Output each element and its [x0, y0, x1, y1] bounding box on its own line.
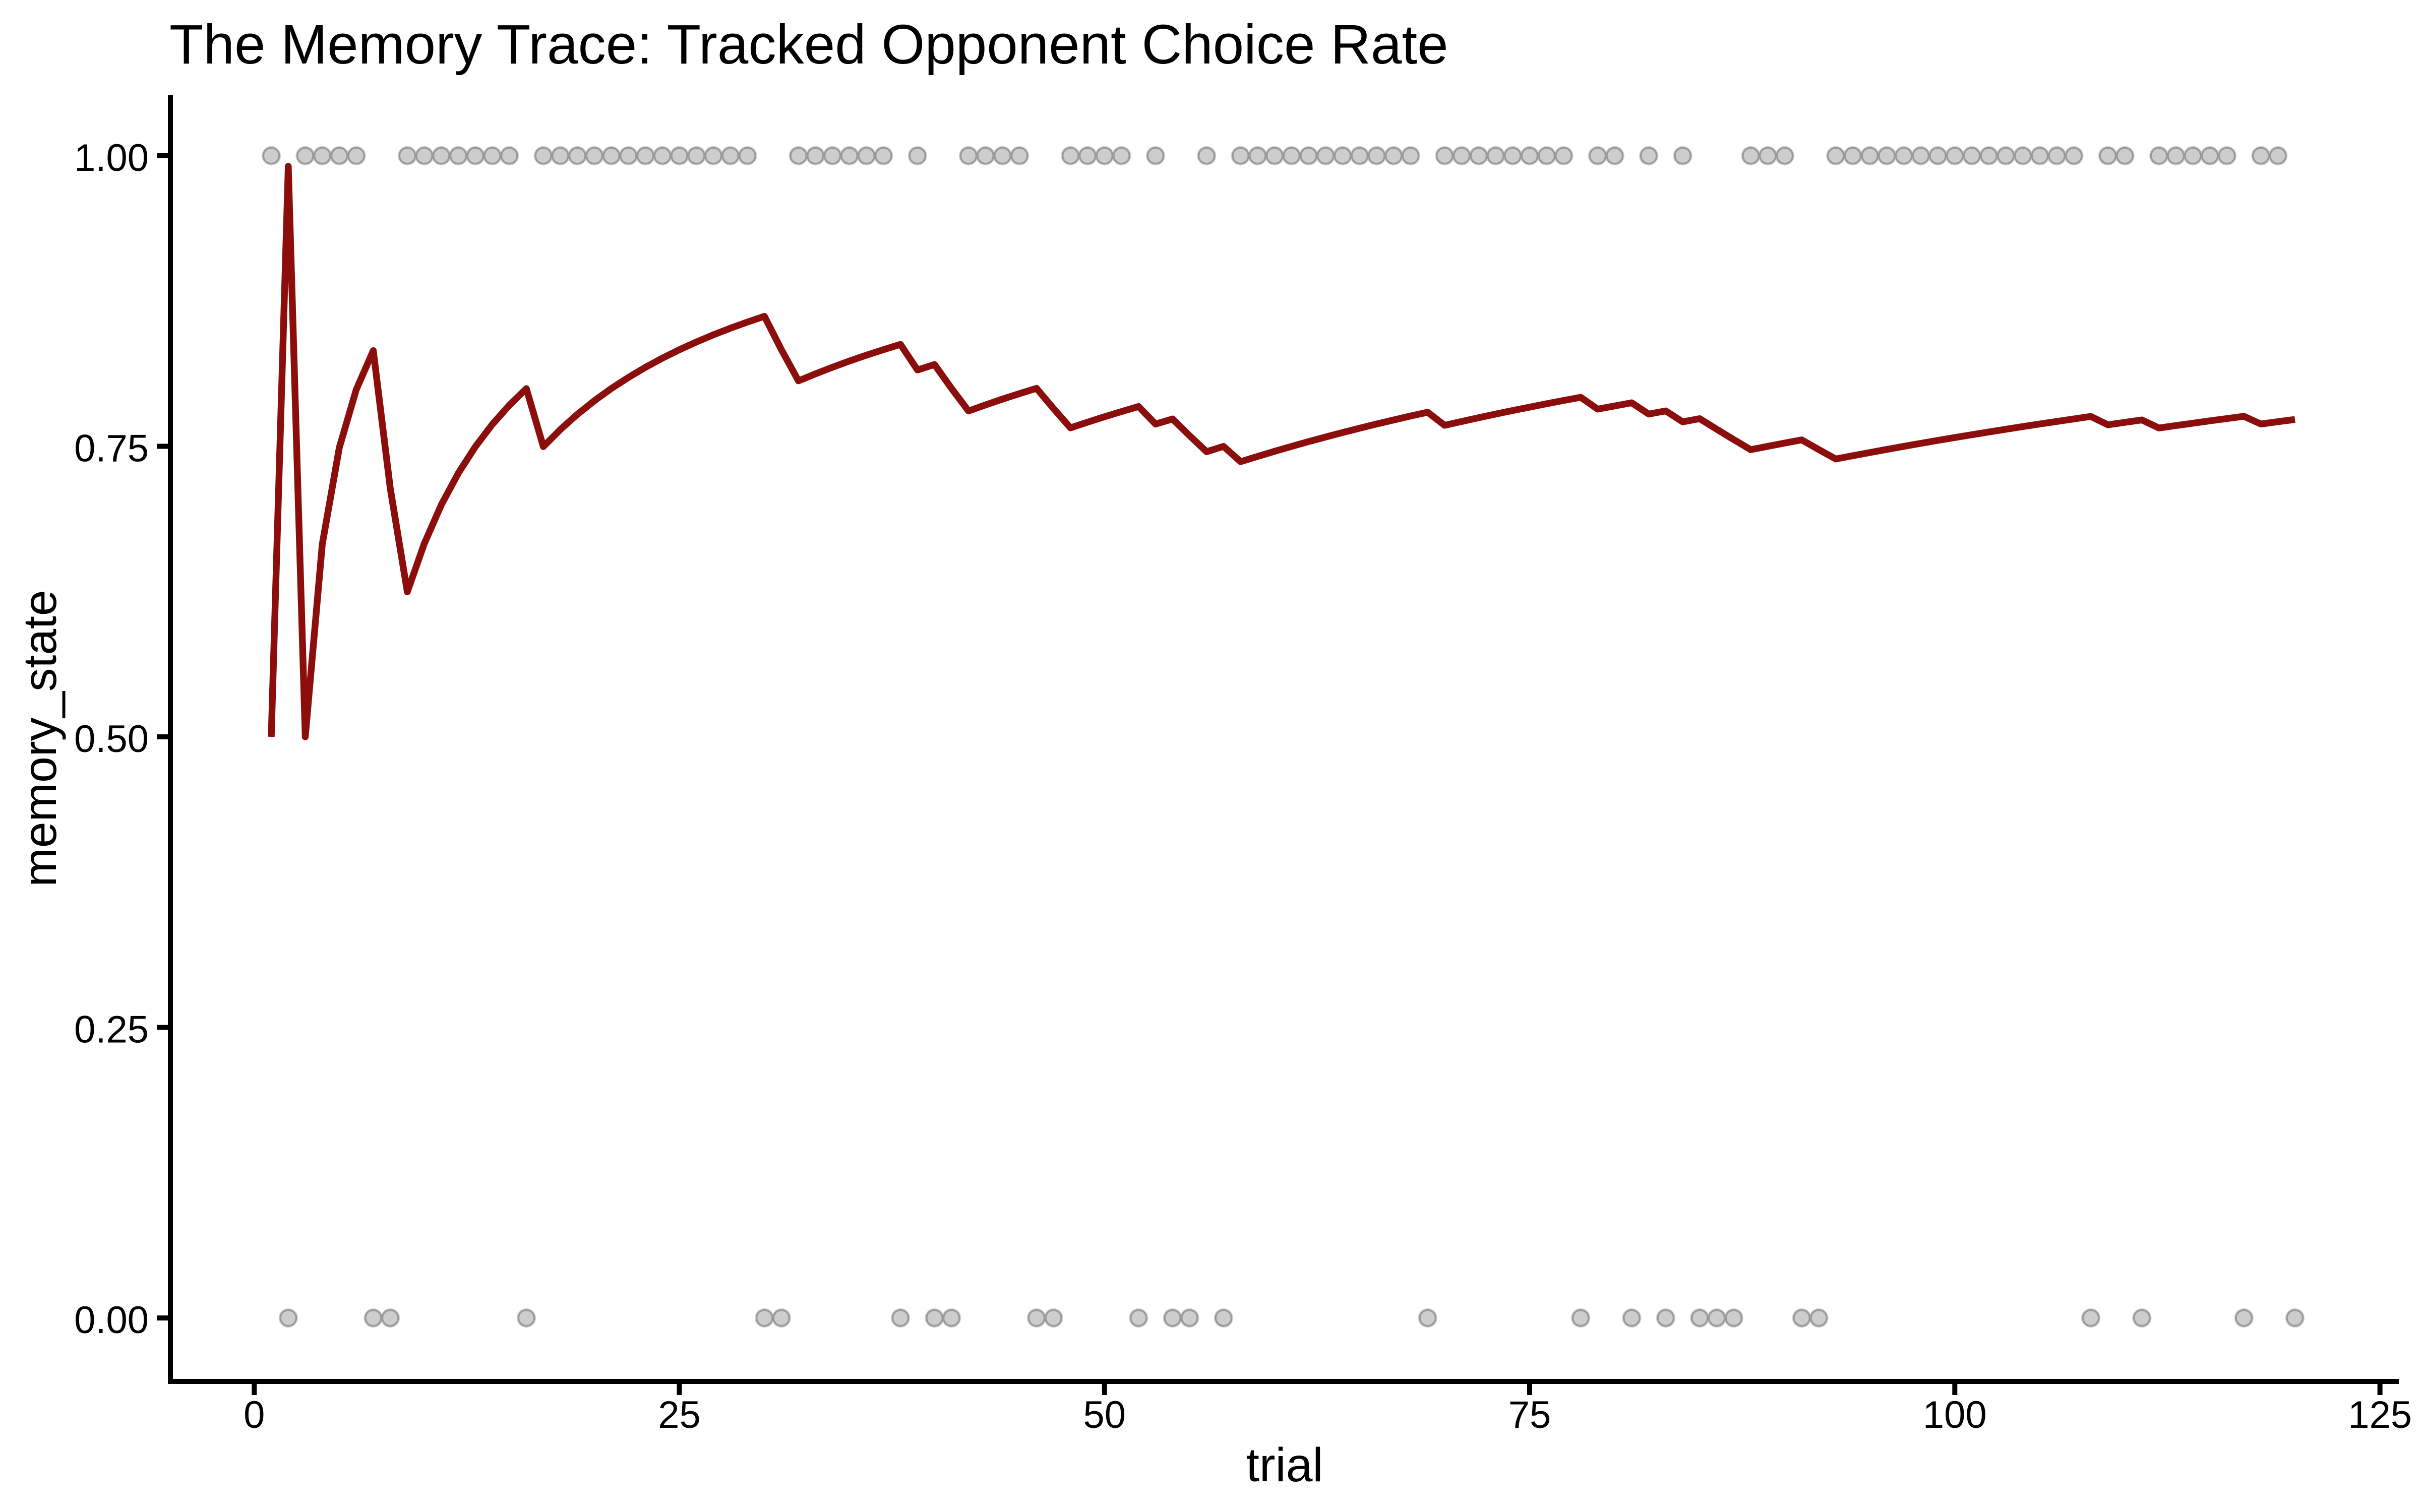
- svg-text:0.25: 0.25: [74, 1009, 149, 1051]
- svg-text:25: 25: [658, 1394, 701, 1436]
- svg-text:The Memory Trace: Tracked Oppo: The Memory Trace: Tracked Opponent Choic…: [169, 14, 1448, 76]
- svg-text:0: 0: [244, 1394, 265, 1436]
- svg-text:0.00: 0.00: [74, 1299, 149, 1342]
- svg-text:125: 125: [2348, 1394, 2412, 1436]
- svg-text:100: 100: [1923, 1394, 1987, 1436]
- svg-text:trial: trial: [1246, 1438, 1323, 1492]
- svg-text:75: 75: [1508, 1394, 1551, 1436]
- svg-text:50: 50: [1083, 1394, 1126, 1436]
- svg-text:memory_state: memory_state: [14, 590, 66, 887]
- svg-text:0.75: 0.75: [74, 427, 149, 470]
- svg-text:1.00: 1.00: [74, 137, 149, 179]
- svg-text:0.50: 0.50: [74, 718, 149, 761]
